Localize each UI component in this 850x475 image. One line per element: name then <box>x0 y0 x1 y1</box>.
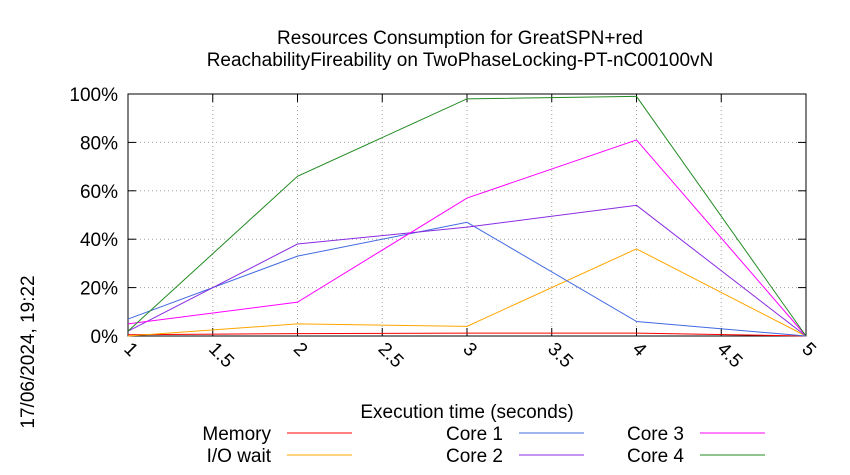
legend-label-i-o-wait: I/O wait <box>207 446 272 467</box>
series-line-core-3 <box>127 139 807 337</box>
legend-label-core-2: Core 2 <box>446 446 503 467</box>
series-line-memory <box>127 332 807 337</box>
legend-label-core-4: Core 4 <box>627 446 684 467</box>
x-tick-label: 3 <box>458 339 480 361</box>
series-line-core-2 <box>127 204 807 337</box>
chart-title-line2: ReachabilityFireability on TwoPhaseLocki… <box>207 50 714 71</box>
series-line-core-1 <box>127 221 807 337</box>
x-tick-label: 1.5 <box>204 339 238 373</box>
x-tick-label: 1 <box>119 339 141 361</box>
chart-title-line1: Resources Consumption for GreatSPN+red <box>277 28 643 49</box>
x-tick-label: 5 <box>797 339 819 361</box>
y-tick-label: 60% <box>80 182 118 203</box>
y-tick-label: 20% <box>80 279 118 300</box>
x-tick-label: 2.5 <box>374 339 408 373</box>
y-tick-label: 80% <box>80 133 118 154</box>
x-axis-label: Execution time (seconds) <box>360 402 573 423</box>
axis-ticks: 0% 20% 40% 60% 80% 100% 1 1.5 2 2.5 3 3.5 4 4.5 5 <box>69 85 819 372</box>
x-tick-label: 3.5 <box>543 339 577 373</box>
series-line-core-4 <box>127 95 807 337</box>
x-tick-label: 2 <box>289 339 311 361</box>
grid-lines <box>128 94 806 336</box>
series-line-i-o-wait <box>127 248 807 337</box>
y-tick-label: 40% <box>80 230 118 251</box>
timestamp-label: 17/06/2024, 19:22 <box>18 275 39 428</box>
x-tick-label: 4.5 <box>713 339 747 373</box>
data-series <box>127 95 807 337</box>
legend-label-memory: Memory <box>202 424 271 445</box>
legend-label-core-1: Core 1 <box>446 424 503 445</box>
legend-label-core-3: Core 3 <box>627 424 684 445</box>
y-tick-label: 0% <box>91 327 119 348</box>
y-tick-label: 100% <box>69 85 118 106</box>
x-tick-label: 4 <box>628 339 651 362</box>
